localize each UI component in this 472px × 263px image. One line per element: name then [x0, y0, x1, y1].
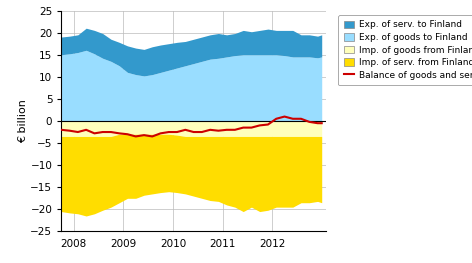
Legend: Exp. of serv. to Finland, Exp. of goods to Finland, Imp. of goods from Finland, : Exp. of serv. to Finland, Exp. of goods …: [338, 15, 472, 85]
Y-axis label: € billion: € billion: [17, 99, 27, 143]
